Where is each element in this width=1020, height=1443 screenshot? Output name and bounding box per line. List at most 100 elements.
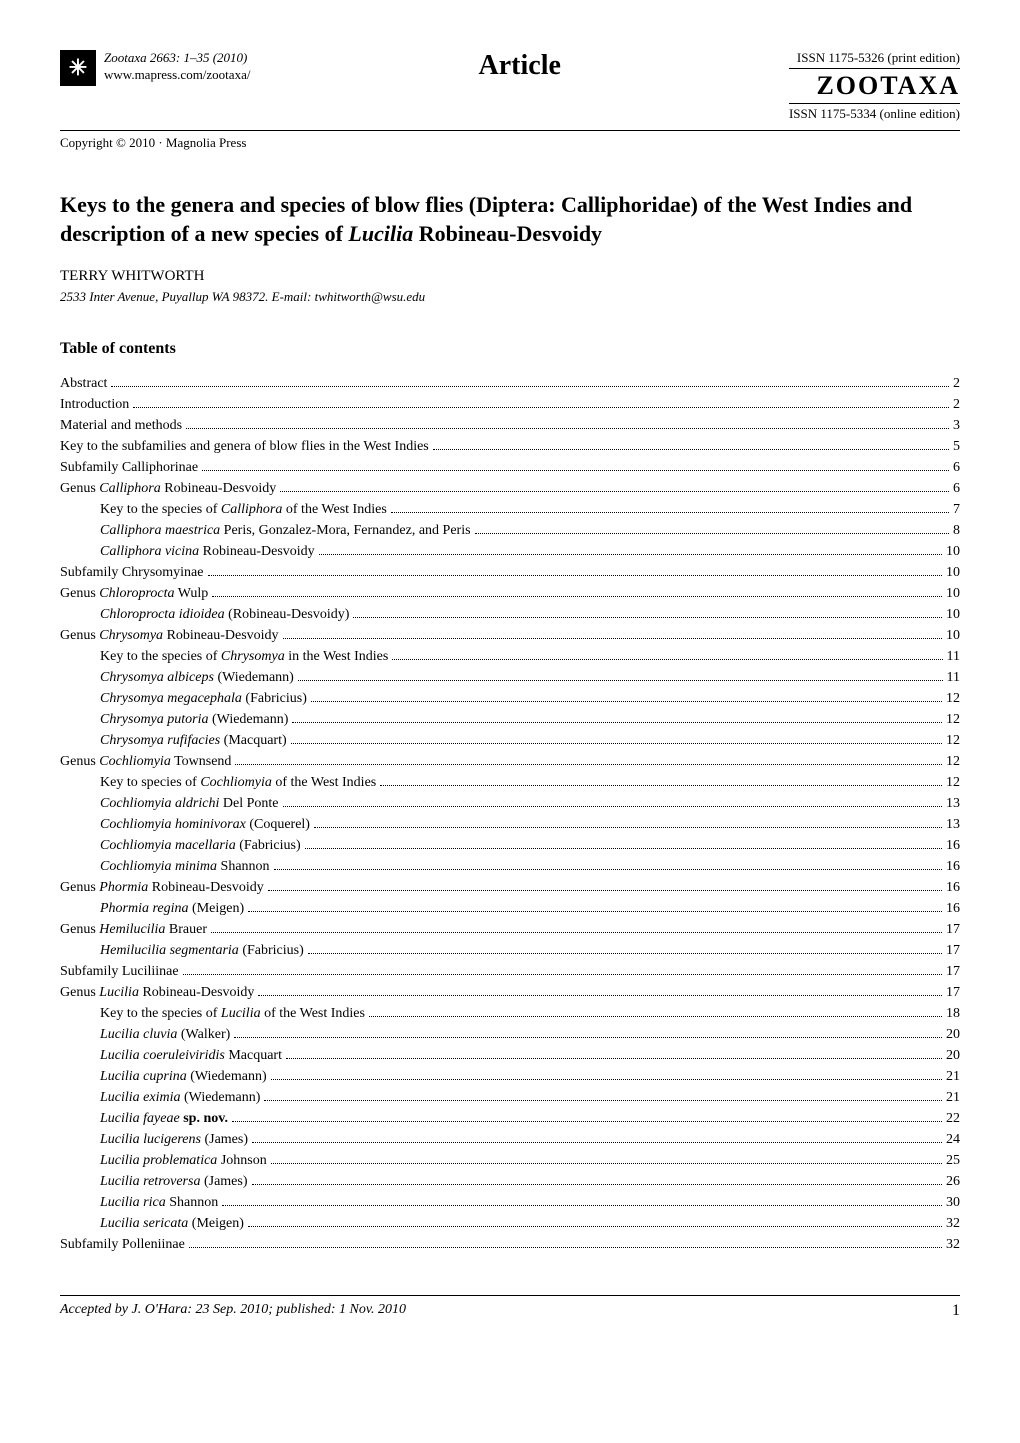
toc-entry-page: 3 [953,415,960,436]
toc-entry-page: 18 [946,1003,960,1024]
toc-entry: Subfamily Polleniinae32 [60,1234,960,1255]
toc-entry: Key to the subfamilies and genera of blo… [60,436,960,457]
toc-entry-page: 8 [953,520,960,541]
toc-entry-label: Lucilia rica Shannon [100,1192,218,1213]
toc-leader-dots [186,428,949,429]
toc-entry-label: Genus Calliphora Robineau-Desvoidy [60,478,276,499]
toc-entry-page: 17 [946,919,960,940]
toc-leader-dots [380,785,942,786]
toc-entry: Lucilia retroversa (James)26 [60,1171,960,1192]
toc-leader-dots [274,869,942,870]
table-of-contents: Abstract2Introduction2Material and metho… [60,373,960,1255]
toc-entry-page: 12 [946,688,960,709]
toc-entry-page: 5 [953,436,960,457]
title-genus: Lucilia [348,221,413,246]
toc-entry: Cochliomyia minima Shannon 16 [60,856,960,877]
toc-entry-label: Key to the species of Lucilia of the Wes… [100,1003,365,1024]
toc-entry: Lucilia eximia (Wiedemann)21 [60,1087,960,1108]
toc-entry-label: Lucilia fayeae sp. nov. [100,1108,228,1129]
toc-entry-page: 12 [946,709,960,730]
toc-entry-label: Subfamily Calliphorinae [60,457,198,478]
toc-entry-label: Genus Phormia Robineau-Desvoidy [60,877,264,898]
toc-leader-dots [271,1163,942,1164]
toc-entry: Key to species of Cochliomyia of the Wes… [60,772,960,793]
header-left: ✳ Zootaxa 2663: 1–35 (2010) www.mapress.… [60,50,250,86]
toc-leader-dots [252,1142,942,1143]
toc-entry-page: 16 [946,877,960,898]
toc-entry-label: Lucilia coeruleiviridis Macquart [100,1045,282,1066]
toc-leader-dots [268,890,942,891]
toc-entry-label: Cochliomyia minima Shannon [100,856,270,877]
toc-entry: Key to the species of Calliphora of the … [60,499,960,520]
title-part-2: Robineau-Desvoidy [413,221,602,246]
toc-entry-page: 16 [946,856,960,877]
toc-entry-label: Key to the species of Calliphora of the … [100,499,387,520]
toc-entry-page: 10 [946,541,960,562]
toc-entry: Lucilia lucigerens (James)24 [60,1129,960,1150]
toc-entry: Subfamily Calliphorinae 6 [60,457,960,478]
toc-entry: Lucilia fayeae sp. nov. 22 [60,1108,960,1129]
toc-entry-page: 10 [946,625,960,646]
toc-entry: Genus Cochliomyia Townsend12 [60,751,960,772]
toc-leader-dots [271,1079,942,1080]
toc-entry: Lucilia sericata (Meigen) 32 [60,1213,960,1234]
toc-entry: Chrysomya rufifacies (Macquart)12 [60,730,960,751]
toc-entry-label: Abstract [60,373,107,394]
toc-leader-dots [280,491,949,492]
toc-entry: Chrysomya megacephala (Fabricius) 12 [60,688,960,709]
toc-entry: Calliphora vicina Robineau-Desvoidy 10 [60,541,960,562]
toc-entry-label: Subfamily Chrysomyinae [60,562,204,583]
toc-entry-page: 12 [946,772,960,793]
toc-entry: Lucilia coeruleiviridis Macquart20 [60,1045,960,1066]
toc-entry-label: Calliphora vicina Robineau-Desvoidy [100,541,315,562]
toc-entry-page: 16 [946,898,960,919]
toc-leader-dots [433,449,949,450]
journal-url: www.mapress.com/zootaxa/ [104,67,250,84]
toc-entry: Genus Lucilia Robineau-Desvoidy17 [60,982,960,1003]
toc-leader-dots [314,827,942,828]
toc-entry-label: Lucilia retroversa (James) [100,1171,248,1192]
toc-entry-page: 10 [946,604,960,625]
toc-leader-dots [232,1121,942,1122]
toc-leader-dots [133,407,949,408]
toc-entry-label: Chloroprocta idioidea (Robineau-Desvoidy… [100,604,349,625]
page-number: 1 [952,1302,960,1320]
article-label: Article [250,50,789,82]
header-row: ✳ Zootaxa 2663: 1–35 (2010) www.mapress.… [60,50,960,122]
toc-entry-page: 16 [946,835,960,856]
toc-entry: Genus Calliphora Robineau-Desvoidy6 [60,478,960,499]
toc-entry: Chrysomya putoria (Wiedemann)12 [60,709,960,730]
toc-entry: Subfamily Chrysomyinae10 [60,562,960,583]
toc-entry-label: Genus Hemilucilia Brauer [60,919,207,940]
toc-leader-dots [235,764,942,765]
toc-leader-dots [283,638,942,639]
toc-entry-page: 17 [946,940,960,961]
zootaxa-brand: ZOOTAXA [789,71,960,101]
toc-entry-label: Lucilia cuprina (Wiedemann) [100,1066,267,1087]
toc-entry: Lucilia cluvia (Walker)20 [60,1024,960,1045]
toc-entry-label: Subfamily Polleniinae [60,1234,185,1255]
toc-entry: Cochliomyia aldrichi Del Ponte13 [60,793,960,814]
toc-entry-page: 22 [946,1108,960,1129]
toc-entry-label: Phormia regina (Meigen) [100,898,244,919]
toc-entry: Hemilucilia segmentaria (Fabricius)17 [60,940,960,961]
page-footer: Accepted by J. O'Hara: 23 Sep. 2010; pub… [60,1295,960,1320]
toc-leader-dots [391,512,949,513]
toc-entry-page: 6 [953,457,960,478]
toc-entry: Calliphora maestrica Peris, Gonzalez-Mor… [60,520,960,541]
toc-leader-dots [258,995,942,996]
toc-leader-dots [222,1205,942,1206]
toc-entry-label: Genus Lucilia Robineau-Desvoidy [60,982,254,1003]
toc-leader-dots [292,722,942,723]
toc-entry-page: 21 [946,1066,960,1087]
toc-entry: Lucilia cuprina (Wiedemann) 21 [60,1066,960,1087]
toc-entry-label: Chrysomya rufifacies (Macquart) [100,730,287,751]
toc-leader-dots [208,575,943,576]
toc-leader-dots [111,386,949,387]
journal-citation: Zootaxa 2663: 1–35 (2010) [104,50,250,67]
toc-entry-label: Lucilia sericata (Meigen) [100,1213,244,1234]
toc-entry-page: 2 [953,394,960,415]
toc-entry-page: 32 [946,1213,960,1234]
toc-entry-label: Chrysomya megacephala (Fabricius) [100,688,307,709]
toc-entry: Cochliomyia macellaria (Fabricius)16 [60,835,960,856]
